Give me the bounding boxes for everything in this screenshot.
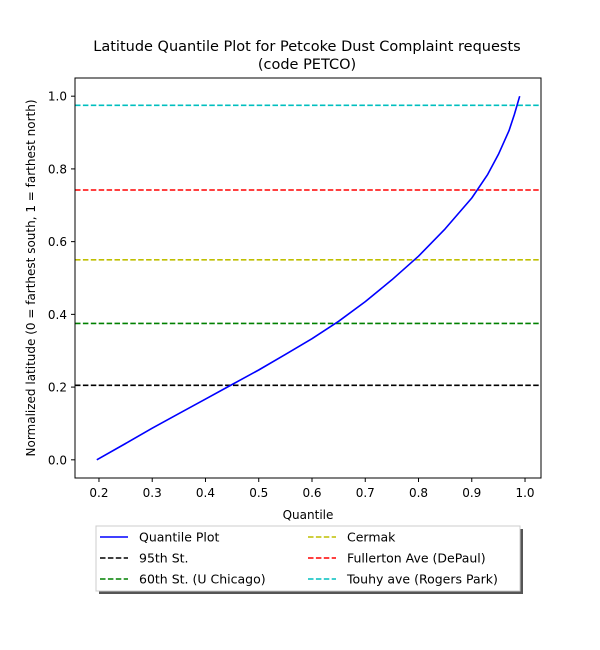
- x-tick-label: 0.7: [356, 486, 375, 500]
- series-line-quantile-plot: [96, 95, 521, 461]
- legend-label-95th-st: 95th St.: [139, 551, 189, 566]
- legend-label-cermak: Cermak: [347, 530, 396, 545]
- y-axis-ticks: 0.0 0.2 0.4 0.6 0.8 1.0: [48, 90, 75, 467]
- x-tick-label: 0.5: [249, 486, 268, 500]
- y-tick-label: 0.8: [48, 162, 67, 176]
- legend-label-fullerton-ave-depaul: Fullerton Ave (DePaul): [347, 551, 486, 566]
- x-tick-label: 0.4: [196, 486, 215, 500]
- y-tick-label: 1.0: [48, 90, 67, 104]
- y-tick-label: 0.2: [48, 381, 67, 395]
- y-axis-label: Normalized latitude (0 = farthest south,…: [24, 100, 38, 457]
- x-tick-label: 0.8: [409, 486, 428, 500]
- legend-label-touhy-ave-rogers-park: Touhy ave (Rogers Park): [346, 572, 498, 587]
- plot-frame: [74, 77, 542, 479]
- chart-subtitle: (code PETCO): [258, 57, 356, 73]
- x-tick-label: 0.6: [302, 486, 321, 500]
- x-axis-label: Quantile: [283, 508, 334, 522]
- legend: Quantile Plot 95th St. 60th St. (U Chicago…: [95, 525, 523, 594]
- legend-label-quantile-plot: Quantile Plot: [139, 530, 220, 545]
- legend-label-60th-st-u-chicago: 60th St. (U Chicago): [139, 572, 266, 587]
- plot-area: [75, 78, 541, 478]
- y-tick-label: 0.0: [48, 453, 67, 467]
- legend-items: Quantile Plot 95th St. 60th St. (U Chicago…: [100, 530, 498, 587]
- chart-title: Latitude Quantile Plot for Petcoke Dust …: [93, 39, 520, 55]
- y-tick-label: 0.4: [48, 308, 67, 322]
- x-tick-label: 1.0: [515, 486, 534, 500]
- x-axis-ticks: 0.2 0.3 0.4 0.5 0.6 0.7 0.8 0.9 1.0: [89, 478, 535, 500]
- x-tick-label: 0.2: [89, 486, 108, 500]
- reference-lines: [75, 104, 541, 387]
- data-lines: [96, 95, 521, 461]
- x-tick-label: 0.3: [143, 486, 162, 500]
- y-tick-label: 0.6: [48, 235, 67, 249]
- x-tick-label: 0.9: [462, 486, 481, 500]
